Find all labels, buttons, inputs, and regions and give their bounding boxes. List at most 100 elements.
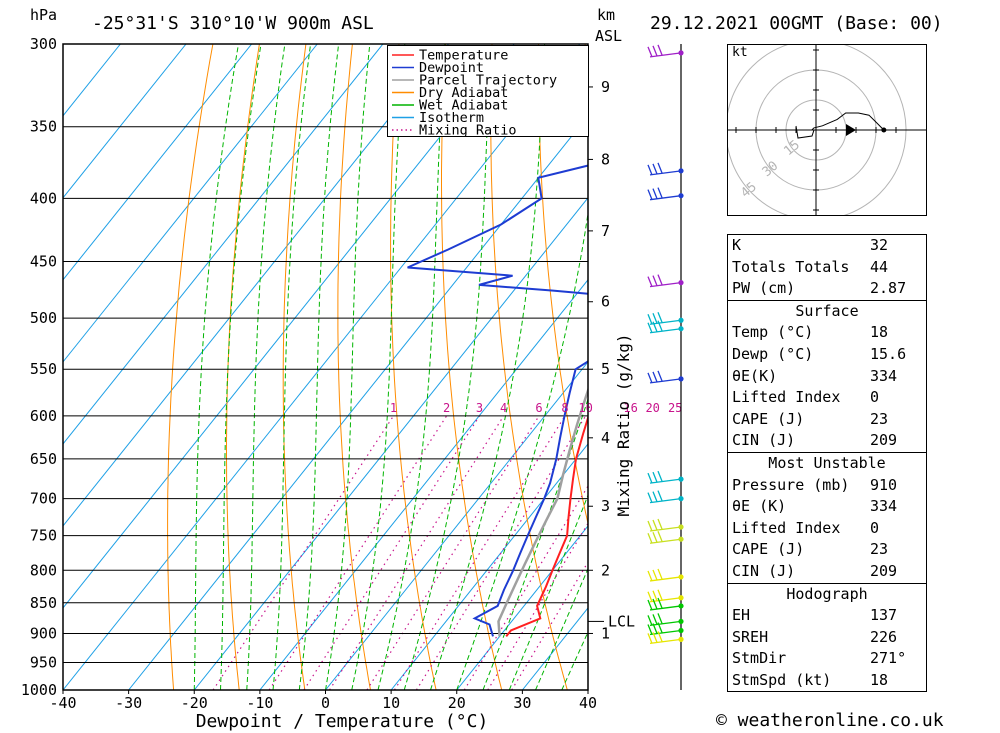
wind-barb [647,274,682,288]
wind-barb [647,622,682,636]
legend-entry: Mixing Ratio [419,123,517,137]
location-title: -25°31'S 310°10'W 900m ASL [92,13,374,34]
surface-title: Surface [795,301,859,320]
wind-barb [647,597,682,611]
pressure-unit-label: hPa [30,6,58,24]
index-row: StmDir 271° [728,648,926,670]
wet-adiabat-line [246,44,286,690]
index-value: 271° [870,649,907,668]
pressure-tick-label: 850 [30,594,57,612]
mixing-ratio-line [393,415,566,690]
wet-adiabat-line [351,44,406,690]
temperature-profile [505,414,588,638]
temperature-tick-label: 40 [579,694,597,712]
wind-barb [647,490,682,504]
isotherm-line [128,114,588,690]
mixing-ratio-line [463,484,588,690]
wet-adiabat-line [403,44,492,690]
index-row: CAPE (J) 23 [728,409,926,431]
height-unit-asl: ASL [595,27,623,45]
isotherm-line [63,44,449,527]
mixing-ratio-axis-title: Mixing Ratio (g/kg) [614,333,633,516]
isotherm-line [325,361,588,690]
hodograph-trace [811,112,885,131]
datetime-label: 29.12.2021 00GMT (Base: 00) [650,13,943,34]
mixing-ratio-label: 16 [623,401,637,415]
index-row: EH 137 [728,605,926,627]
isotherm-line [63,44,253,281]
isotherm-line [63,44,515,609]
index-label: Temp (°C) [732,323,814,342]
dry-adiabat-line [390,44,437,690]
temperature-tick-label: -40 [49,694,76,712]
index-row: Pressure (mb) 910 [728,475,926,497]
isotherm-line [259,279,588,690]
index-label: CAPE (J) [732,409,805,428]
legend-entry: Temperature [419,48,508,64]
dry-adiabat-line [282,44,307,690]
index-label: Lifted Index [732,518,841,537]
pressure-tick-label: 650 [30,450,57,468]
index-label: PW (cm) [732,279,796,298]
parcel-trajectory [497,386,588,637]
index-value: 18 [870,670,889,689]
credit-footer: © weatheronline.co.uk [716,710,944,731]
legend-entry: Dewpoint [419,60,484,76]
index-value: 18 [870,323,889,342]
mixing-ratio-label: 3 [476,401,483,415]
index-label: θE(K) [732,366,778,385]
legend-entry: Parcel Trajectory [419,73,557,89]
dry-adiabat-line [226,44,260,690]
hodograph-unit-label: kt [732,45,748,60]
index-row: θE(K) 334 [728,366,926,388]
wet-adiabat-line [535,567,588,690]
index-label: Dewp (°C) [732,344,814,363]
wet-adiabat-line [298,44,340,690]
pressure-tick-label: 700 [30,490,57,508]
wind-barb [647,530,682,544]
index-label: CIN (J) [732,561,796,580]
temperature-tick-label: -20 [181,694,208,712]
pressure-tick-label: 350 [30,118,57,136]
index-value: 910 [870,475,898,494]
mixing-ratio-line [303,415,481,690]
mixing-ratio-label: 4 [500,401,507,415]
index-row: Temp (°C) 18 [728,322,926,344]
pressure-tick-label: 750 [30,527,57,545]
isotherm-line [63,44,581,690]
hodograph: 15 30 45 kt [727,44,927,216]
index-row: StmSpd (kt) 18 [728,670,926,692]
wind-barb [647,613,682,627]
mixing-ratio-line [366,415,540,690]
temperature-tick-label: 30 [513,694,531,712]
wind-barb [647,568,682,582]
index-label: EH [732,606,751,625]
dry-adiabat-line [337,44,371,690]
index-label: SREH [732,627,769,646]
index-row: Lifted Index 0 [728,387,926,409]
index-label: Lifted Index [732,388,841,407]
isotherm-line [63,44,187,199]
pressure-tick-label: 450 [30,253,57,271]
storm-motion-arrow-icon [846,124,856,136]
index-value: 32 [870,236,889,254]
wet-adiabat-line [272,44,312,690]
most-unstable-title: Most Unstable [768,453,886,472]
pressure-tick-label: 950 [30,653,57,671]
km-tick-label: 4 [601,429,610,447]
index-label: K [732,236,742,254]
index-label: StmDir [732,649,787,668]
index-row: CIN (J) 209 [728,561,926,583]
index-row: Totals Totals 44 [728,257,926,279]
x-axis-title: Dewpoint / Temperature (°C) [196,711,489,732]
pressure-tick-label: 800 [30,561,57,579]
km-tick-label: 1 [601,624,610,642]
index-row: CIN (J) 209 [728,430,926,452]
temperature-tick-label: -10 [246,694,273,712]
index-row: CAPE (J) 23 [728,539,926,561]
legend-entry: Dry Adiabat [419,85,508,101]
index-label: CAPE (J) [732,540,805,559]
index-row: θE (K) 334 [728,496,926,518]
km-tick-label: 6 [601,293,610,311]
pressure-tick-label: 500 [30,309,57,327]
